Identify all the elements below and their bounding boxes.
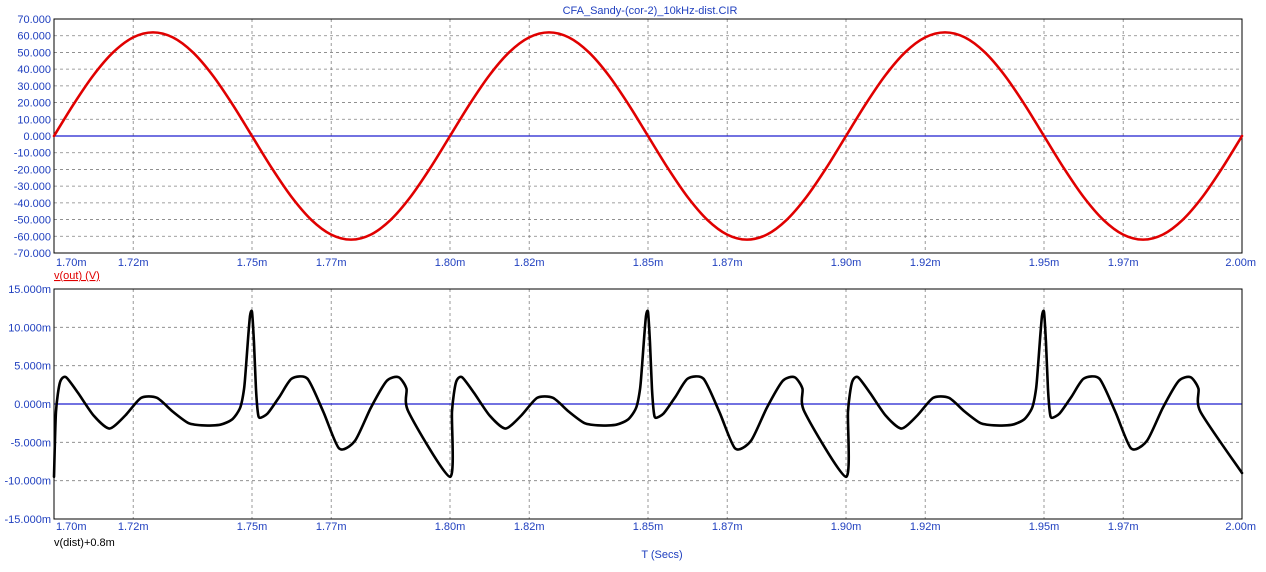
x-tick-label: 1.75m [237,257,268,269]
x-tick-label: 1.95m [1029,257,1060,269]
y-tick-label: 10.000m [8,322,51,334]
y-tick-label: -60.000 [14,231,51,243]
x-tick-label: 1.70m [56,257,87,269]
series-line-vdist [52,309,1244,479]
y-tick-label: 70.000 [17,14,51,26]
y-tick-label: -10.000m [5,476,51,488]
y-tick-label: 40.000 [17,64,51,76]
y-tick-label: -20.000 [14,164,51,176]
x-tick-label: 1.75m [237,521,268,533]
x-tick-label: 2.00m [1225,521,1256,533]
x-tick-label: 1.80m [435,257,466,269]
y-tick-label: 30.000 [17,81,51,93]
y-tick-label: 10.000 [17,114,51,126]
x-tick-label: 1.95m [1029,521,1060,533]
x-tick-label: 1.87m [712,257,743,269]
y-tick-label: 50.000 [17,47,51,59]
y-tick-label: -40.000 [14,198,51,210]
x-tick-label: 1.90m [831,257,862,269]
x-tick-label: 1.82m [514,257,545,269]
y-tick-label: 20.000 [17,98,51,110]
x-tick-label: 1.77m [316,257,347,269]
y-tick-label: -5.000m [11,437,51,449]
y-tick-label: 0.000m [14,399,51,411]
window-title: CFA_Sandy-(cor-2)_10kHz-dist.CIR [563,5,738,17]
x-tick-label: 1.85m [633,257,664,269]
series-label: v(out) (V) [54,270,100,282]
y-tick-label: -15.000m [5,514,51,526]
x-tick-label: 1.72m [118,521,149,533]
x-axis-label: T (Secs) [641,549,682,561]
series-line-vout [52,31,1244,241]
y-tick-label: -70.000 [14,248,51,260]
y-tick-label: 15.000m [8,284,51,296]
x-tick-label: 2.00m [1225,257,1256,269]
x-tick-label: 1.97m [1108,521,1139,533]
series-label: v(dist)+0.8m [54,537,115,549]
x-tick-label: 1.70m [56,521,87,533]
x-tick-label: 1.80m [435,521,466,533]
plot-top: 70.000 60.000 50.000 40.000 30.000 20.000 10.0… [14,14,1256,282]
y-tick-label: -30.000 [14,181,51,193]
x-tick-label: 1.82m [514,521,545,533]
plot-bottom: 15.000m 10.000m 5.000m 0.000m -5.000m -10.000… [5,284,1256,561]
x-tick-label: 1.92m [910,257,941,269]
y-tick-label: 0.000 [23,131,51,143]
y-tick-label: -10.000 [14,148,51,160]
x-tick-label: 1.92m [910,521,941,533]
y-tick-label: 5.000m [14,361,51,373]
x-tick-label: 1.77m [316,521,347,533]
plot-frame [53,288,1243,520]
x-tick-label: 1.90m [831,521,862,533]
x-tick-label: 1.85m [633,521,664,533]
y-tick-label: 60.000 [17,31,51,43]
x-tick-label: 1.72m [118,257,149,269]
y-tick-label: -50.000 [14,215,51,227]
x-tick-label: 1.97m [1108,257,1139,269]
x-tick-label: 1.87m [712,521,743,533]
